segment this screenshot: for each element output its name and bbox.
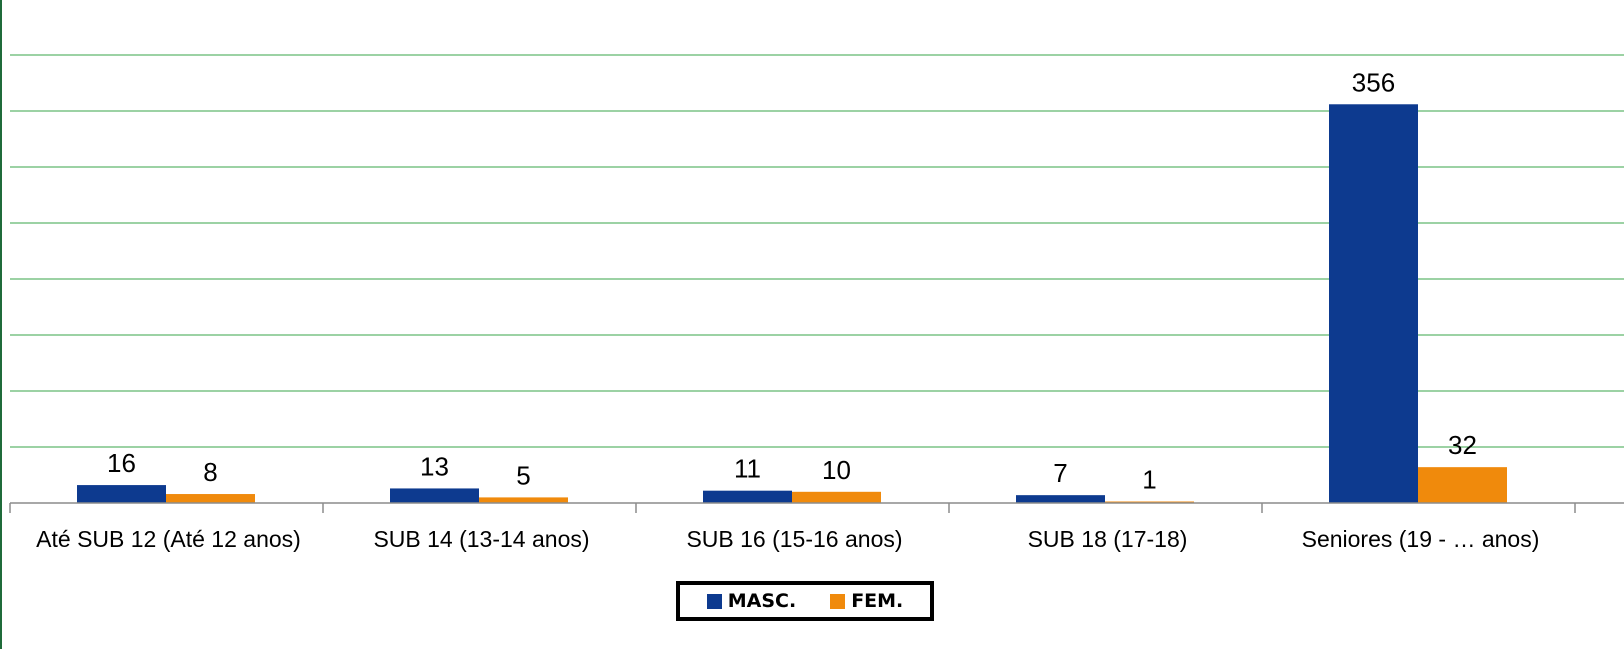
- bar-masc: [390, 488, 479, 503]
- data-label: 8: [203, 457, 217, 487]
- x-tick-label: SUB 16 (15-16 anos): [686, 526, 902, 552]
- data-label: 16: [107, 448, 136, 478]
- bar-fem: [479, 497, 568, 503]
- bar-masc: [703, 490, 792, 503]
- legend-swatch-masc: [706, 593, 722, 609]
- bar-fem: [792, 491, 881, 503]
- chart-left-border: [0, 0, 2, 649]
- data-label: 1: [1142, 465, 1156, 495]
- x-tick-label: SUB 14 (13-14 anos): [373, 526, 589, 552]
- data-labels: 16 13 11 7 356 8 5 10 1 32: [107, 67, 1477, 494]
- legend-item-fem: FEM.: [830, 590, 903, 612]
- x-axis: Até SUB 12 (Até 12 anos) SUB 14 (13-14 an…: [9, 502, 1624, 552]
- x-tick-label: SUB 18 (17-18): [1028, 526, 1188, 552]
- bar-fem: [1418, 467, 1507, 503]
- data-label: 11: [734, 454, 761, 484]
- legend-label-fem: FEM.: [851, 590, 904, 612]
- bar-masc: [1329, 104, 1418, 503]
- data-label: 13: [420, 451, 449, 481]
- data-label: 356: [1352, 67, 1395, 97]
- data-label: 7: [1053, 458, 1067, 488]
- x-tick-label: Seniores (19 - … anos): [1302, 526, 1540, 552]
- bar-masc: [1016, 495, 1105, 503]
- data-label: 5: [516, 460, 530, 490]
- bar-fem: [166, 494, 255, 503]
- legend: MASC. FEM.: [676, 581, 934, 621]
- legend-label-masc: MASC.: [727, 590, 797, 612]
- x-tick-label: Até SUB 12 (Até 12 anos): [36, 526, 301, 552]
- bars: [77, 104, 1507, 503]
- data-label: 10: [822, 455, 851, 485]
- legend-item-masc: MASC.: [706, 590, 797, 612]
- legend-swatch-fem: [830, 593, 846, 609]
- data-label: 32: [1448, 430, 1477, 460]
- bar-masc: [77, 485, 166, 503]
